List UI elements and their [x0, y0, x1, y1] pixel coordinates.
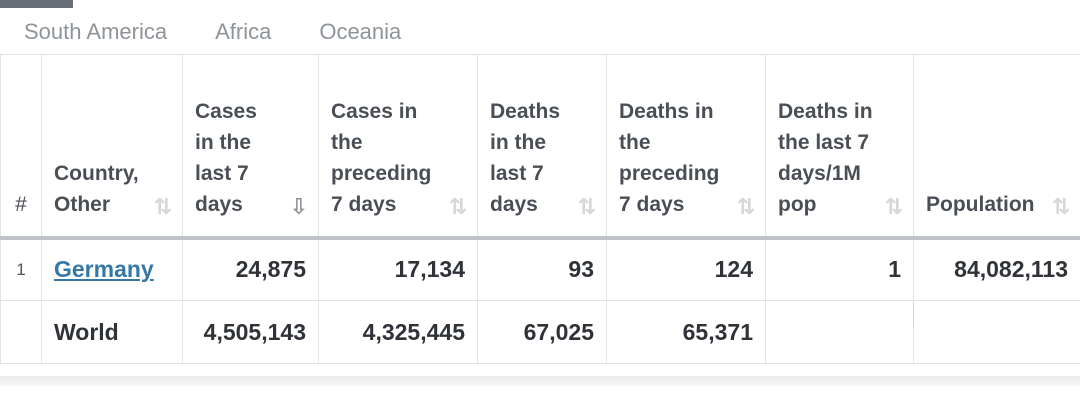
- header-label: Population: [926, 192, 1035, 216]
- tab-south-america[interactable]: South America: [24, 19, 168, 44]
- sort-icon[interactable]: ⇅: [448, 193, 467, 219]
- row-deaths-7d-per-1m: 1: [765, 237, 914, 301]
- table-header-row: # Country, Other ⇅ Cases in the last 7 d…: [0, 54, 1080, 240]
- sort-icon[interactable]: ⇅: [736, 193, 755, 219]
- sort-icon[interactable]: ⇅: [1051, 193, 1070, 219]
- table-row: 1 Germany 24,875 17,134 93 124 1 84,082,…: [0, 237, 1080, 301]
- row-cases-7d: 24,875: [182, 237, 319, 301]
- header-cases-7d[interactable]: Cases in the last 7 days ⇩: [182, 54, 319, 240]
- header-label: #: [15, 192, 27, 216]
- header-label: Deaths in the last 7 days: [490, 99, 561, 216]
- sort-icon[interactable]: ⇅: [577, 193, 596, 219]
- world-cases-7d: 4,505,143: [182, 300, 319, 364]
- row-country: Germany: [41, 237, 183, 301]
- header-label: Deaths in the preceding 7 days: [619, 99, 720, 216]
- active-tab-indicator: [0, 0, 73, 8]
- world-cases-prev-7d: 4,325,445: [318, 300, 478, 364]
- header-rank: #: [0, 54, 42, 240]
- tab-oceania[interactable]: Oceania: [319, 19, 402, 44]
- header-label: Cases in the preceding 7 days: [331, 99, 432, 216]
- region-tabs: South America Africa Oceania: [0, 14, 425, 50]
- row-deaths-prev-7d: 124: [606, 237, 766, 301]
- sort-desc-icon[interactable]: ⇩: [289, 193, 308, 219]
- sort-icon[interactable]: ⇅: [153, 193, 172, 219]
- row-deaths-7d: 93: [477, 237, 607, 301]
- table-bottom-shadow: [0, 376, 1080, 386]
- sort-icon[interactable]: ⇅: [884, 193, 903, 219]
- row-population: 84,082,113: [913, 237, 1080, 301]
- header-country[interactable]: Country, Other ⇅: [41, 54, 183, 240]
- header-cases-prev-7d[interactable]: Cases in the preceding 7 days ⇅: [318, 54, 478, 240]
- row-cases-prev-7d: 17,134: [318, 237, 478, 301]
- header-label: Country, Other: [54, 161, 139, 216]
- world-deaths-7d: 67,025: [477, 300, 607, 364]
- world-deaths-prev-7d: 65,371: [606, 300, 766, 364]
- world-rank: [0, 300, 42, 364]
- world-label: World: [41, 300, 183, 364]
- covid-table: # Country, Other ⇅ Cases in the last 7 d…: [0, 54, 1080, 364]
- header-population[interactable]: Population ⇅: [913, 54, 1080, 240]
- header-deaths-prev-7d[interactable]: Deaths in the preceding 7 days ⇅: [606, 54, 766, 240]
- header-label: Deaths in the last 7 days/1M pop: [778, 99, 873, 216]
- tab-africa[interactable]: Africa: [215, 19, 272, 44]
- header-deaths-7d-per-1m[interactable]: Deaths in the last 7 days/1M pop ⇅: [765, 54, 914, 240]
- world-total-row: World 4,505,143 4,325,445 67,025 65,371: [0, 300, 1080, 364]
- world-deaths-7d-per-1m: [765, 300, 914, 364]
- cell-divider: [913, 301, 914, 327]
- world-population: [913, 300, 1080, 364]
- country-link[interactable]: Germany: [54, 256, 154, 283]
- row-rank: 1: [0, 237, 42, 301]
- header-deaths-7d[interactable]: Deaths in the last 7 days ⇅: [477, 54, 607, 240]
- header-label: Cases in the last 7 days: [195, 99, 257, 216]
